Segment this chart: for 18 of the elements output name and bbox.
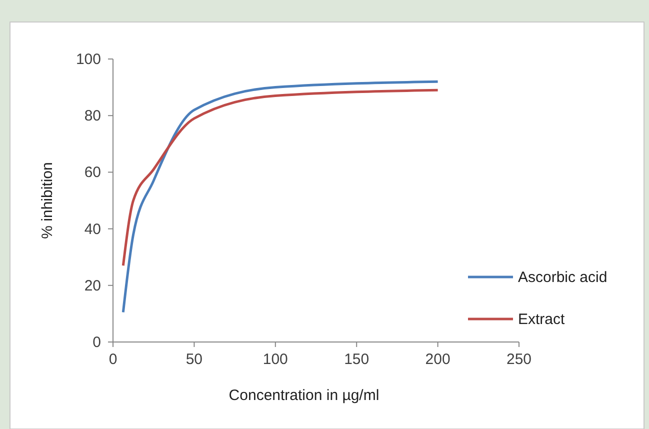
x-tick-label: 100 <box>262 351 288 368</box>
y-axis-title: % inhibition <box>39 162 56 239</box>
y-tick-label: 40 <box>84 220 101 238</box>
line-series <box>122 88 440 267</box>
x-tick-label: 50 <box>186 351 203 368</box>
line-series <box>122 80 440 314</box>
x-axis-title: Concentration in µg/ml <box>228 387 380 404</box>
x-tick-label: 0 <box>108 351 118 368</box>
legend-label: Extract <box>518 311 566 328</box>
y-tick-label: 100 <box>76 51 101 68</box>
x-tick-label: 250 <box>506 351 532 368</box>
y-tick-label: 0 <box>92 334 101 351</box>
y-tick-label: 80 <box>84 108 101 125</box>
x-tick-label: 200 <box>425 351 450 368</box>
x-tick-label: 150 <box>344 351 370 368</box>
y-tick-label: 20 <box>84 277 101 294</box>
y-tick-label: 60 <box>84 164 101 182</box>
legend-label: Ascorbic acid <box>518 269 608 286</box>
